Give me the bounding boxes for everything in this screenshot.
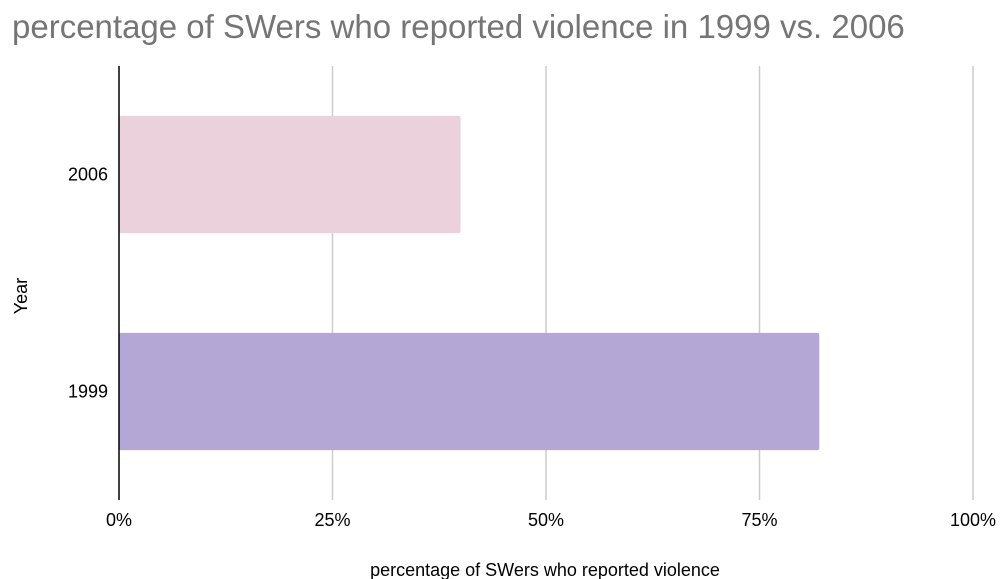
chart-title: percentage of SWers who reported violenc… xyxy=(12,8,905,45)
x-axis-title: percentage of SWers who reported violenc… xyxy=(370,560,720,579)
y-axis-ticks: 2006 1999 xyxy=(68,165,108,402)
x-tick-label: 50% xyxy=(528,510,564,530)
bar-2006 xyxy=(119,115,461,234)
bar-1999 xyxy=(119,332,820,451)
bar-series xyxy=(119,115,820,451)
y-tick-label: 1999 xyxy=(68,382,108,402)
x-tick-label: 100% xyxy=(950,510,996,530)
x-tick-label: 25% xyxy=(314,510,350,530)
y-tick-label: 2006 xyxy=(68,165,108,185)
y-axis-title: Year xyxy=(11,278,31,314)
x-tick-label: 0% xyxy=(106,510,132,530)
x-axis-ticks: 0% 25% 50% 75% 100% xyxy=(106,510,996,530)
x-tick-label: 75% xyxy=(741,510,777,530)
